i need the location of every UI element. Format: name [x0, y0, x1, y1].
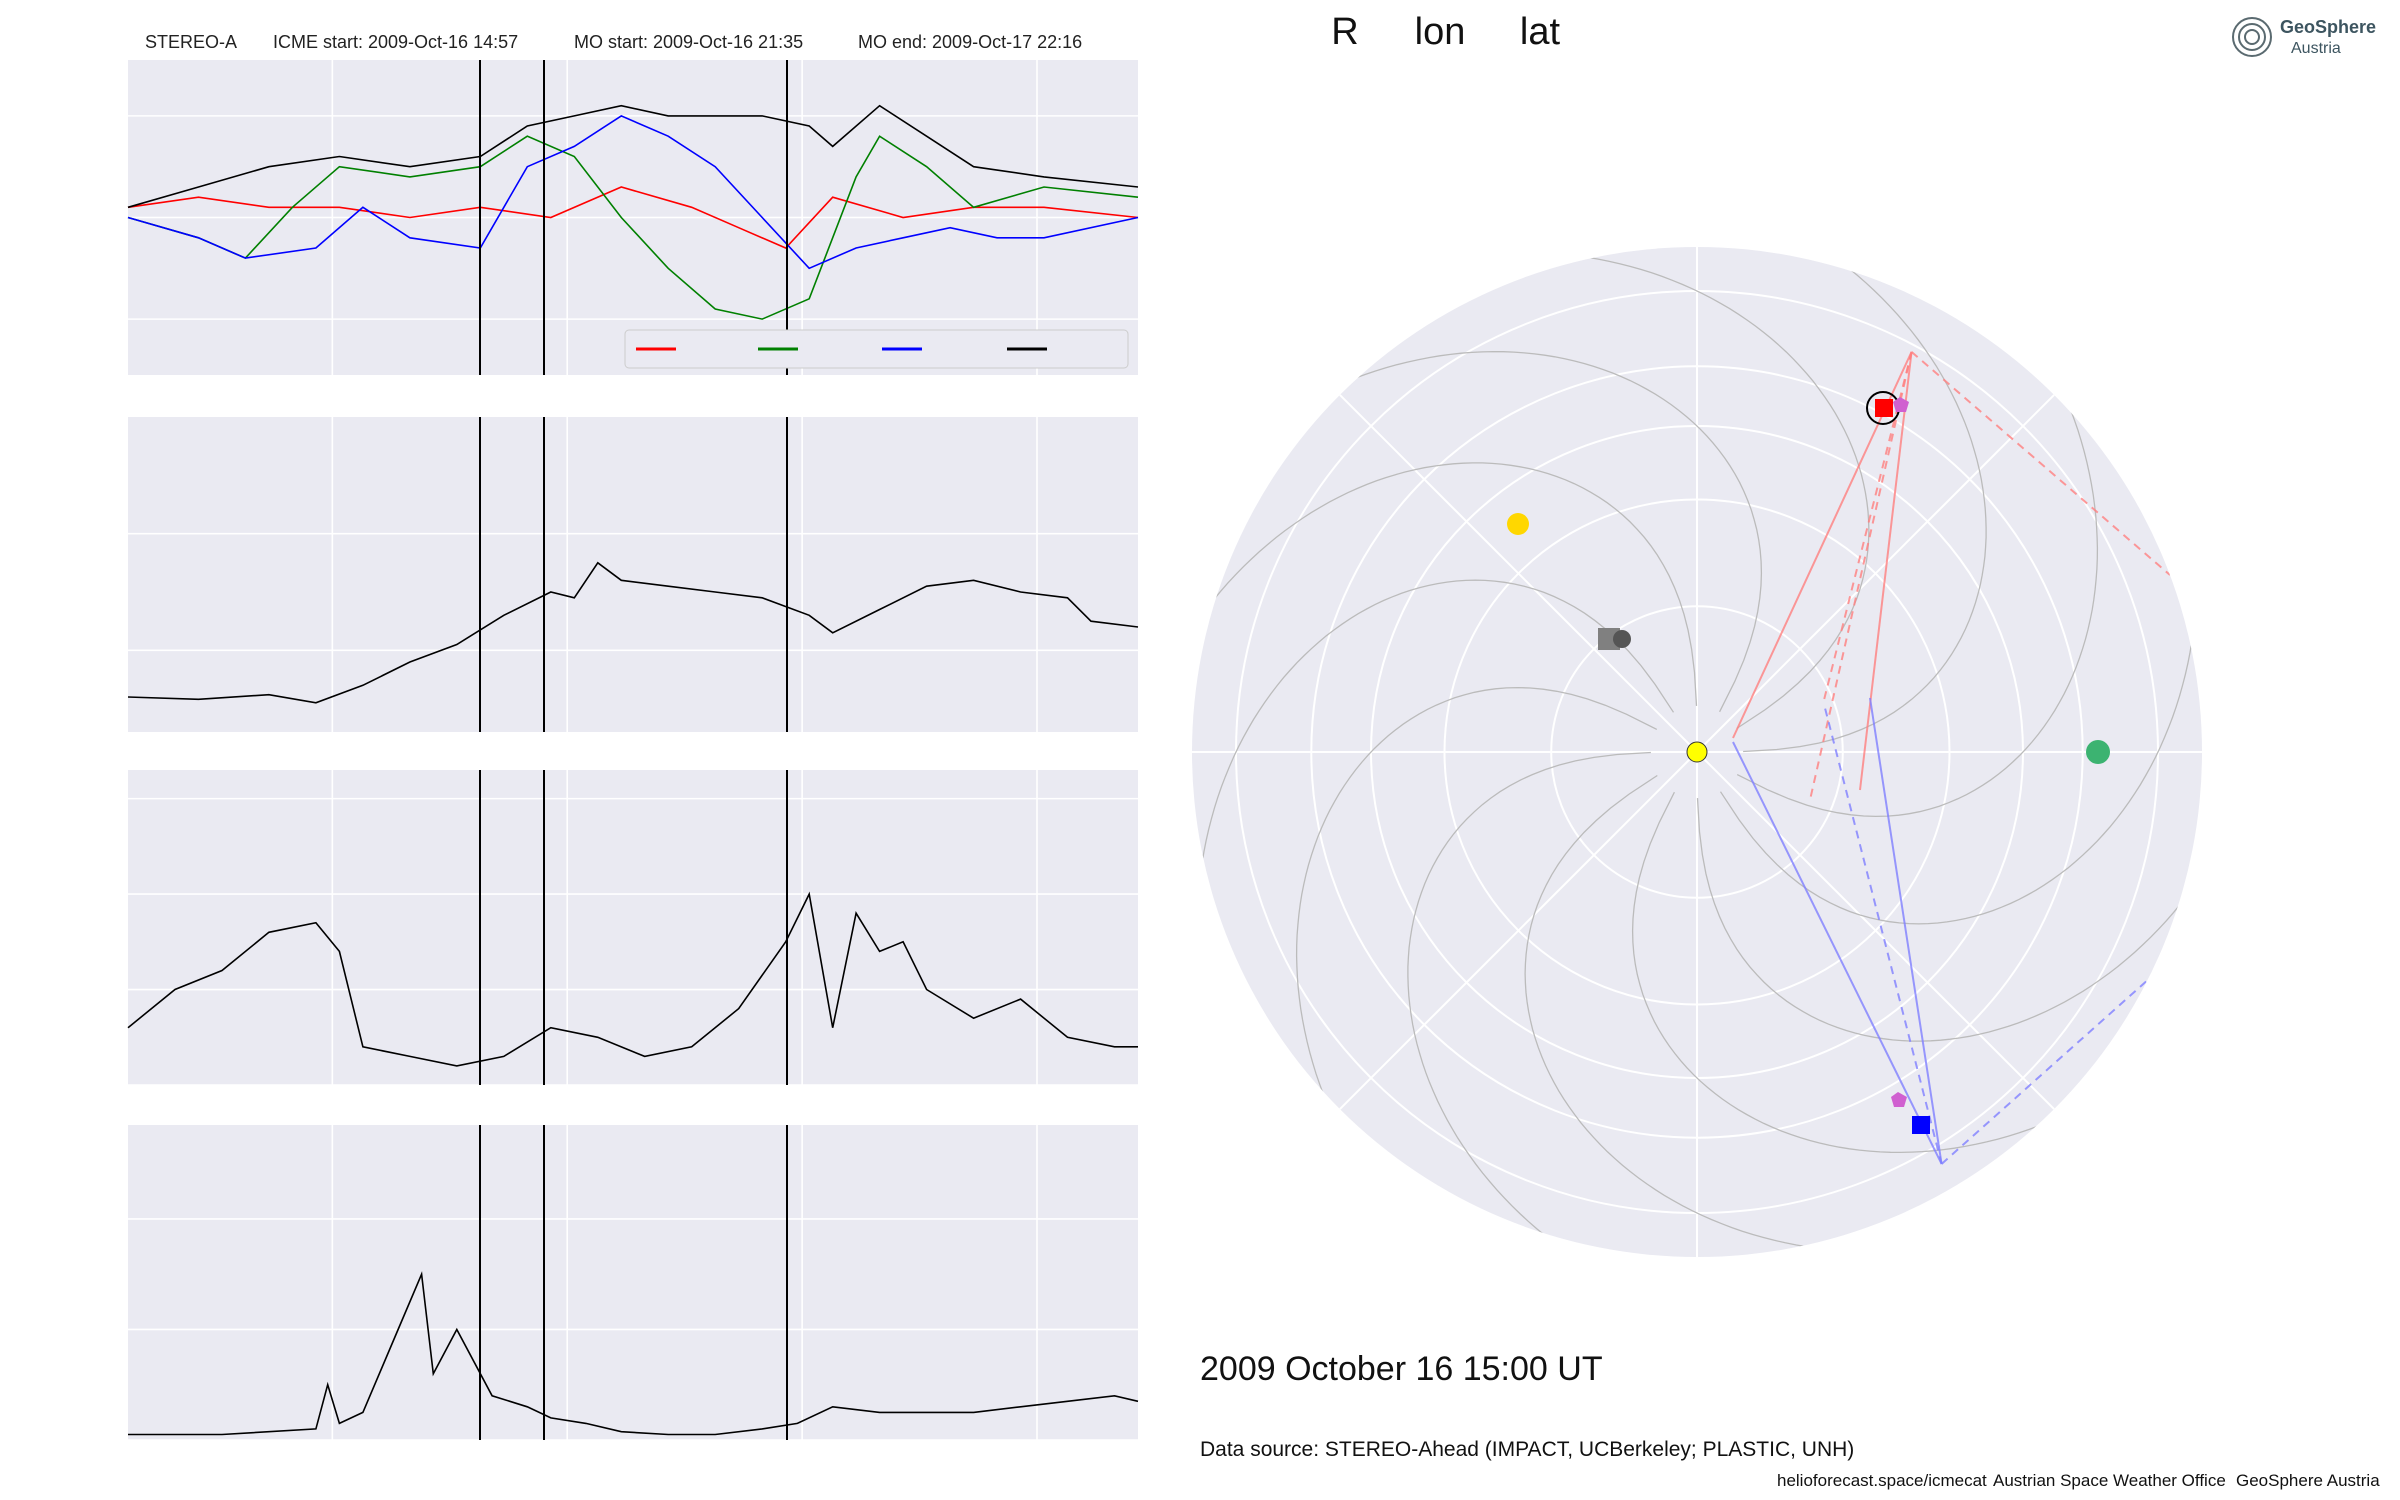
geosphere-logo: GeoSphere Austria [2232, 17, 2376, 57]
panel-background [128, 770, 1138, 1085]
timestamp: 2009 October 16 15:00 UT [1200, 1350, 1603, 1388]
title-mo-start: MO start: 2009-Oct-16 21:35 [574, 32, 803, 52]
title-mo-end: MO end: 2009-Oct-17 22:16 [858, 32, 1082, 52]
legend [624, 329, 1129, 369]
series-bx [127, 186, 1139, 249]
vex-marker [1507, 513, 1529, 535]
series-v [127, 561, 1139, 704]
spiral-line [1736, 397, 2099, 818]
sun-marker [1686, 741, 1708, 763]
spiral-line [1574, 254, 1870, 730]
polar-spoke [1696, 394, 2055, 753]
panel-background [128, 417, 1138, 732]
density-panel [127, 770, 1138, 1086]
logo-line2: Austria [2291, 40, 2341, 57]
temperature-panel [128, 1125, 1139, 1441]
header-r: R [1331, 11, 1358, 53]
spiral-line [1407, 751, 1651, 1244]
polar-spoke [1696, 751, 2055, 1110]
logo-swirl-icon [2232, 17, 2272, 57]
spiral-line [1295, 686, 1658, 1107]
earth-marker [2086, 740, 2110, 764]
title-spacecraft: STEREO-A [145, 32, 237, 52]
spiral-line [1696, 798, 2189, 1042]
logo-line1: GeoSphere [2280, 17, 2376, 37]
speed-panel [127, 417, 1139, 732]
spiral-line [1631, 791, 2052, 1154]
spiral-line [1743, 260, 1987, 753]
mars-marker [1893, 397, 1909, 412]
stb-fov-line [1940, 977, 2151, 1165]
sta-fov-line [1859, 351, 1913, 791]
stb-fov-line [1869, 697, 1943, 1165]
title-line: STEREO-A ICME start: 2009-Oct-16 14:57 M… [145, 32, 1082, 52]
spiral-line [1524, 774, 1820, 1250]
messenger-marker-dot [1613, 630, 1631, 648]
magnetic-field-panel [127, 60, 1139, 375]
sta-fov-line [1809, 351, 1913, 801]
stb-near-marker [1891, 1092, 1907, 1107]
header-lon: lon [1415, 11, 1466, 53]
sta-fov-line [1910, 351, 2171, 576]
polar-spoke [1339, 394, 1698, 753]
series-btotal [127, 104, 1139, 209]
footer-url: helioforecast.space/icmecat [1777, 1471, 1987, 1490]
spiral-line [1199, 579, 1675, 875]
panel-background [128, 1125, 1138, 1440]
series-n [127, 891, 1138, 1067]
header-lat: lat [1520, 11, 1561, 53]
footer-org: GeoSphere Austria [2236, 1471, 2380, 1490]
spiral-line [1205, 462, 1698, 706]
stb-fov-line [1732, 741, 1943, 1165]
footer-office: Austrian Space Weather Office [1993, 1471, 2226, 1490]
spiral-line [1719, 629, 2195, 925]
spiral-line [1342, 350, 1763, 713]
polar-spoke [1339, 751, 1698, 1110]
polar-plot [1192, 247, 2202, 1257]
stb-fov-line [1824, 707, 1943, 1165]
series-t [128, 1271, 1139, 1436]
legend-box [624, 329, 1129, 369]
data-source: Data source: STEREO-Ahead (IMPACT, UCBer… [1200, 1438, 1854, 1461]
series-bz [127, 114, 1139, 270]
sta-marker [1875, 399, 1893, 417]
messenger-marker [1598, 628, 1620, 650]
series-by [127, 135, 1139, 320]
positions-table: R lon lat [1331, 11, 1560, 53]
stb-marker [1912, 1116, 1930, 1134]
title-icme-start: ICME start: 2009-Oct-16 14:57 [273, 32, 518, 52]
